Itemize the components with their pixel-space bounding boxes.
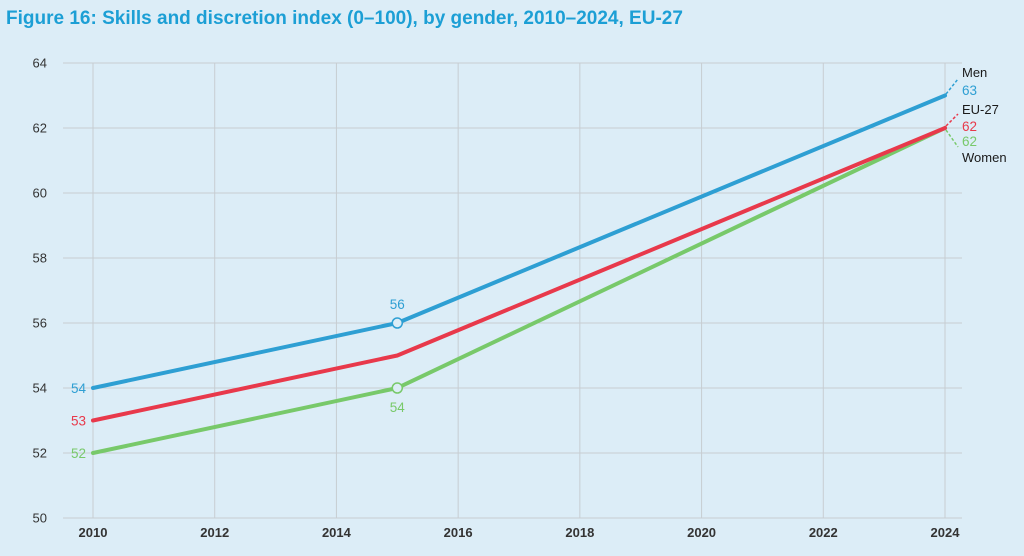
x-tick-label: 2016	[444, 525, 473, 540]
end-label-eu-27: 62	[962, 119, 977, 134]
series-name-men: Men	[962, 65, 987, 80]
x-tick-label: 2020	[687, 525, 716, 540]
chart-title: Figure 16: Skills and discretion index (…	[6, 8, 683, 29]
series-name-eu-27: EU-27	[962, 102, 999, 117]
mid-label-men: 56	[390, 297, 405, 312]
x-tick-label: 2022	[809, 525, 838, 540]
start-label-eu-27: 53	[71, 414, 86, 429]
gridlines	[63, 62, 962, 519]
mid-label-women: 54	[390, 400, 406, 415]
axis-tick-labels: 50 52 54 56 58 60 62 64 2010 2012 2014 2016 2018 2020…	[33, 56, 961, 541]
series-line-women	[91, 126, 947, 455]
start-label-men: 54	[71, 381, 87, 396]
series-lines	[91, 93, 947, 455]
end-label-men: 63	[962, 83, 977, 98]
y-tick-label: 64	[33, 56, 47, 71]
y-tick-label: 60	[33, 186, 47, 201]
leader-women	[945, 129, 959, 148]
y-tick-label: 62	[33, 121, 47, 136]
leader-men	[945, 78, 959, 95]
y-tick-label: 50	[33, 511, 47, 526]
series-line-men	[91, 93, 947, 390]
x-tick-label: 2024	[931, 525, 961, 540]
end-label-women: 62	[962, 134, 977, 149]
x-tick-label: 2014	[322, 525, 352, 540]
series-line-eu-27	[91, 126, 947, 423]
x-tick-label: 2010	[79, 525, 108, 540]
y-tick-label: 56	[33, 316, 47, 331]
y-tick-label: 58	[33, 251, 47, 266]
start-label-women: 52	[71, 446, 86, 461]
series-name-women: Women	[962, 150, 1007, 165]
x-tick-label: 2012	[200, 525, 229, 540]
marker-men	[391, 317, 404, 329]
y-tick-label: 54	[33, 381, 47, 396]
marker-women	[391, 382, 404, 394]
x-tick-label: 2018	[565, 525, 594, 540]
leader-eu-27	[945, 113, 959, 127]
y-tick-label: 52	[33, 446, 47, 461]
